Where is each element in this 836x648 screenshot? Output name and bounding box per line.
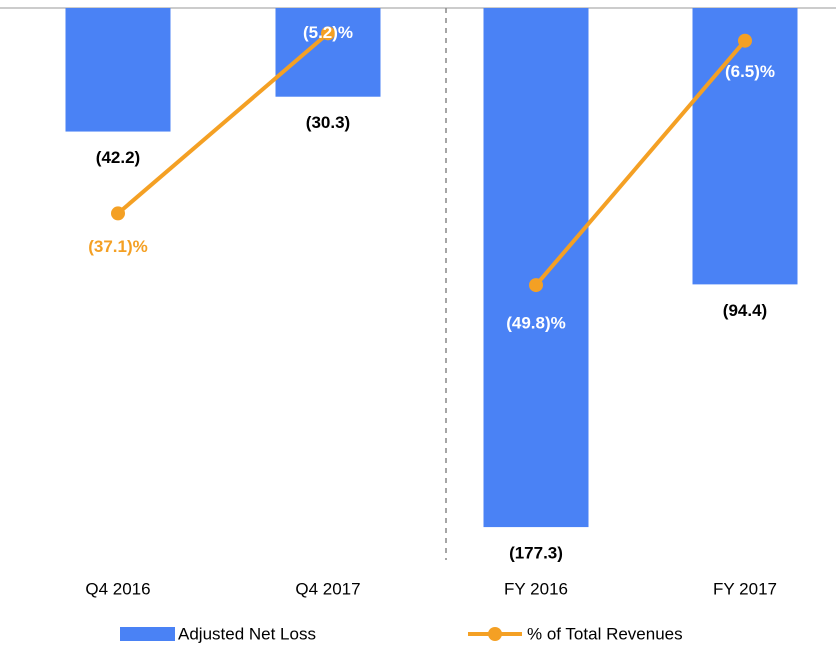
chart: (42.2) (30.3) (177.3) (94.4) (37.1)% (5.2)% (4… bbox=[0, 0, 836, 648]
legend-label: % of Total Revenues bbox=[527, 624, 683, 643]
bar-value-label: (94.4) bbox=[723, 301, 767, 320]
legend-swatch bbox=[120, 627, 175, 641]
line-value-label: (5.2)% bbox=[303, 23, 353, 42]
bar bbox=[66, 8, 171, 132]
bar-value-label: (42.2) bbox=[96, 148, 140, 167]
legend-swatch bbox=[488, 627, 502, 641]
line-point bbox=[738, 34, 752, 48]
x-tick-label: FY 2016 bbox=[504, 579, 568, 598]
line-value-label: (6.5)% bbox=[725, 62, 775, 81]
line-point bbox=[111, 206, 125, 220]
legend-label: Adjusted Net Loss bbox=[178, 624, 316, 643]
x-tick-label: Q4 2017 bbox=[295, 579, 360, 598]
bar-value-label: (177.3) bbox=[509, 544, 563, 563]
line-value-label: (37.1)% bbox=[88, 237, 148, 256]
bar bbox=[484, 8, 589, 527]
x-tick-label: Q4 2016 bbox=[85, 579, 150, 598]
bar bbox=[693, 8, 798, 284]
bar bbox=[276, 8, 381, 97]
line-point bbox=[529, 278, 543, 292]
line-value-label: (49.8)% bbox=[506, 314, 566, 333]
x-tick-label: FY 2017 bbox=[713, 579, 777, 598]
bar-value-label: (30.3) bbox=[306, 113, 350, 132]
